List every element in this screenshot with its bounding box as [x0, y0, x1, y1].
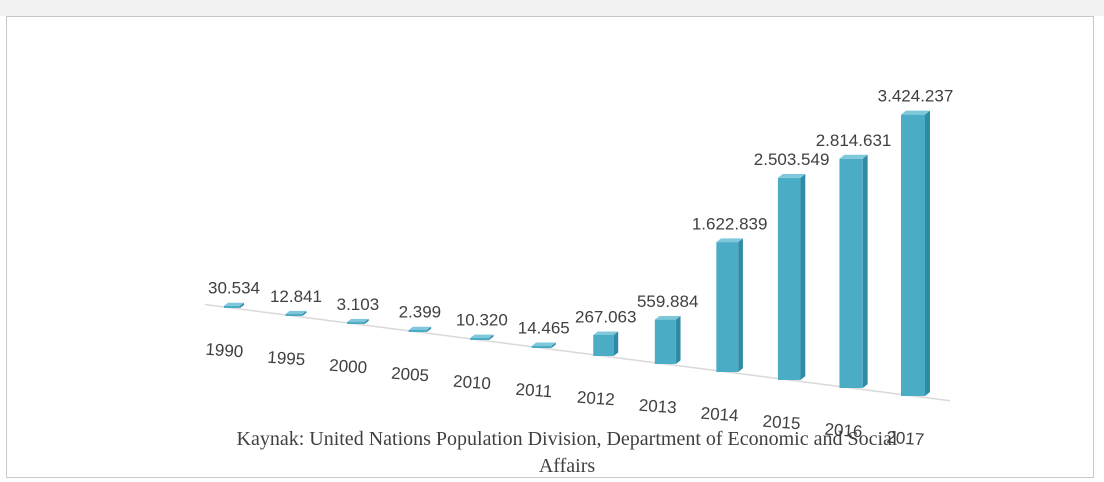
- data-label-2010: 10.320: [456, 311, 508, 330]
- x-tick-label-2005: 2005: [391, 364, 430, 386]
- data-label-2013: 559.884: [637, 292, 698, 311]
- bar-side-2010: [489, 334, 494, 340]
- x-tick-label-2016: 2016: [824, 420, 863, 442]
- bar-side-2005: [426, 326, 432, 332]
- x-tick-label-2011: 2011: [515, 380, 553, 402]
- bar-front-2005: [408, 330, 427, 332]
- bar-top-2010: [470, 334, 494, 338]
- bar-top-2012: [593, 331, 619, 336]
- bar-1990: [224, 302, 244, 308]
- bar-front-2016: [839, 158, 863, 388]
- data-label-2017: 3.424.237: [878, 87, 954, 106]
- bar-side-2012: [613, 331, 619, 356]
- bar-1995: [285, 310, 307, 316]
- data-label-2012: 267.063: [575, 307, 636, 326]
- bar-2014: [716, 238, 743, 372]
- bar-front-1990: [224, 305, 240, 308]
- bar-side-2000: [364, 318, 369, 324]
- bar-side-1990: [240, 302, 244, 308]
- bar-front-2015: [777, 177, 801, 380]
- bar-2015: [777, 174, 806, 380]
- x-tick-label-2000: 2000: [329, 356, 368, 378]
- bar-top-1995: [285, 310, 307, 314]
- bar-side-2013: [675, 315, 681, 364]
- bar-top-2014: [716, 238, 743, 243]
- bar-top-2015: [777, 174, 806, 178]
- floor-axis-line: [204, 303, 951, 402]
- bar-top-2017: [901, 110, 930, 115]
- bar-top-2000: [347, 318, 369, 322]
- data-label-1995: 12.841: [270, 287, 322, 306]
- bar-side-2015: [800, 174, 806, 380]
- data-label-2015: 2.503.549: [754, 150, 830, 169]
- data-label-2016: 2.814.631: [816, 131, 892, 150]
- bar-2017: [901, 110, 930, 396]
- bar-2000: [347, 318, 369, 324]
- bar-side-2011: [551, 342, 556, 348]
- bar-front-2012: [593, 335, 614, 356]
- data-label-2014: 1.622.839: [692, 214, 768, 233]
- bar-top-2013: [654, 315, 681, 320]
- x-tick-label-2014: 2014: [700, 404, 739, 426]
- bar-2010: [470, 334, 494, 340]
- bar-top-2011: [531, 342, 556, 346]
- x-tick-label-2013: 2013: [638, 396, 677, 418]
- top-strip: [0, 0, 1104, 16]
- source-line-2: Affairs: [539, 455, 595, 477]
- bar-2013: [654, 315, 681, 364]
- bar-front-2011: [531, 346, 552, 348]
- bar-side-2016: [862, 154, 868, 388]
- x-tick-label-2010: 2010: [452, 372, 491, 394]
- bar-2011: [531, 342, 556, 348]
- bar-front-2013: [654, 319, 676, 364]
- bar-front-2014: [716, 242, 739, 372]
- x-tick-label-1990: 1990: [205, 340, 244, 362]
- x-tick-label-2015: 2015: [762, 412, 801, 434]
- bar-top-2005: [408, 326, 432, 330]
- x-tick-label-1995: 1995: [267, 348, 306, 370]
- bar-2016: [839, 154, 868, 388]
- x-tick-label-2017: 2017: [886, 428, 925, 450]
- bar-top-2016: [839, 154, 868, 159]
- data-label-1990: 30.534: [208, 279, 260, 298]
- data-label-2005: 2.399: [399, 303, 442, 322]
- bar-side-1995: [302, 310, 307, 316]
- bar-front-2000: [347, 322, 365, 324]
- bar-2005: [408, 326, 432, 332]
- bar-2012: [593, 331, 619, 356]
- bar-front-2010: [470, 338, 490, 340]
- x-tick-label-2012: 2012: [576, 388, 615, 410]
- bar-side-2017: [925, 110, 930, 396]
- data-label-2011: 14.465: [518, 319, 570, 338]
- bar-front-2017: [901, 114, 925, 396]
- source-line-1: Kaynak: United Nations Population Divisi…: [237, 428, 898, 450]
- data-label-2000: 3.103: [337, 295, 380, 314]
- bar-side-2014: [738, 238, 743, 372]
- bar-top-1990: [224, 302, 244, 306]
- bar-front-1995: [285, 314, 303, 316]
